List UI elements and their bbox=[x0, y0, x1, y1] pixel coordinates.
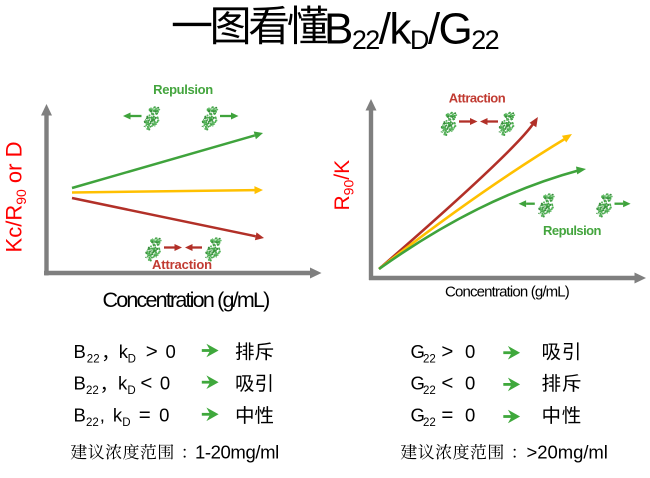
svg-text:B22 kD <0: B22 kD <0 bbox=[74, 372, 171, 398]
svg-text:B22 kD >0: B22 kD >0 bbox=[74, 340, 176, 366]
svg-text:B22 ,kD =0: B22 , kD = 0 bbox=[74, 404, 170, 430]
svg-text:Attraction: Attraction bbox=[449, 91, 506, 106]
svg-text:Attraction: Attraction bbox=[152, 257, 212, 272]
svg-text:>20mg/ml: >20mg/ml bbox=[527, 441, 608, 462]
svg-text:Concentration (g/mL): Concentration (g/mL) bbox=[103, 288, 270, 312]
svg-text:G22 >0: G22 >0 bbox=[411, 340, 476, 366]
svg-text:G22 <0: G22 <0 bbox=[411, 372, 476, 398]
svg-text:G22 =0: G22 = 0 bbox=[411, 404, 476, 430]
svg-text:Concentration (g/mL): Concentration (g/mL) bbox=[445, 284, 570, 301]
svg-text:Repulsion: Repulsion bbox=[153, 82, 213, 97]
svg-text:1-20mg/ml: 1-20mg/ml bbox=[195, 441, 279, 462]
svg-text:Repulsion: Repulsion bbox=[543, 223, 601, 238]
